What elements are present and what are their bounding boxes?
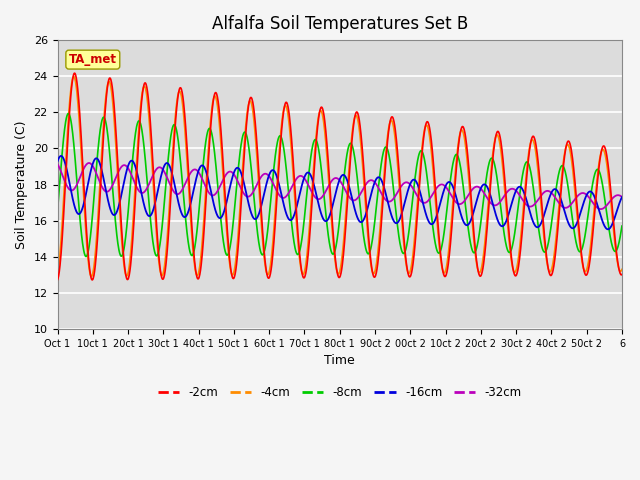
Text: TA_met: TA_met xyxy=(69,53,117,66)
Title: Alfalfa Soil Temperatures Set B: Alfalfa Soil Temperatures Set B xyxy=(212,15,468,33)
Legend: -2cm, -4cm, -8cm, -16cm, -32cm: -2cm, -4cm, -8cm, -16cm, -32cm xyxy=(153,382,527,404)
Y-axis label: Soil Temperature (C): Soil Temperature (C) xyxy=(15,120,28,249)
X-axis label: Time: Time xyxy=(324,354,355,367)
